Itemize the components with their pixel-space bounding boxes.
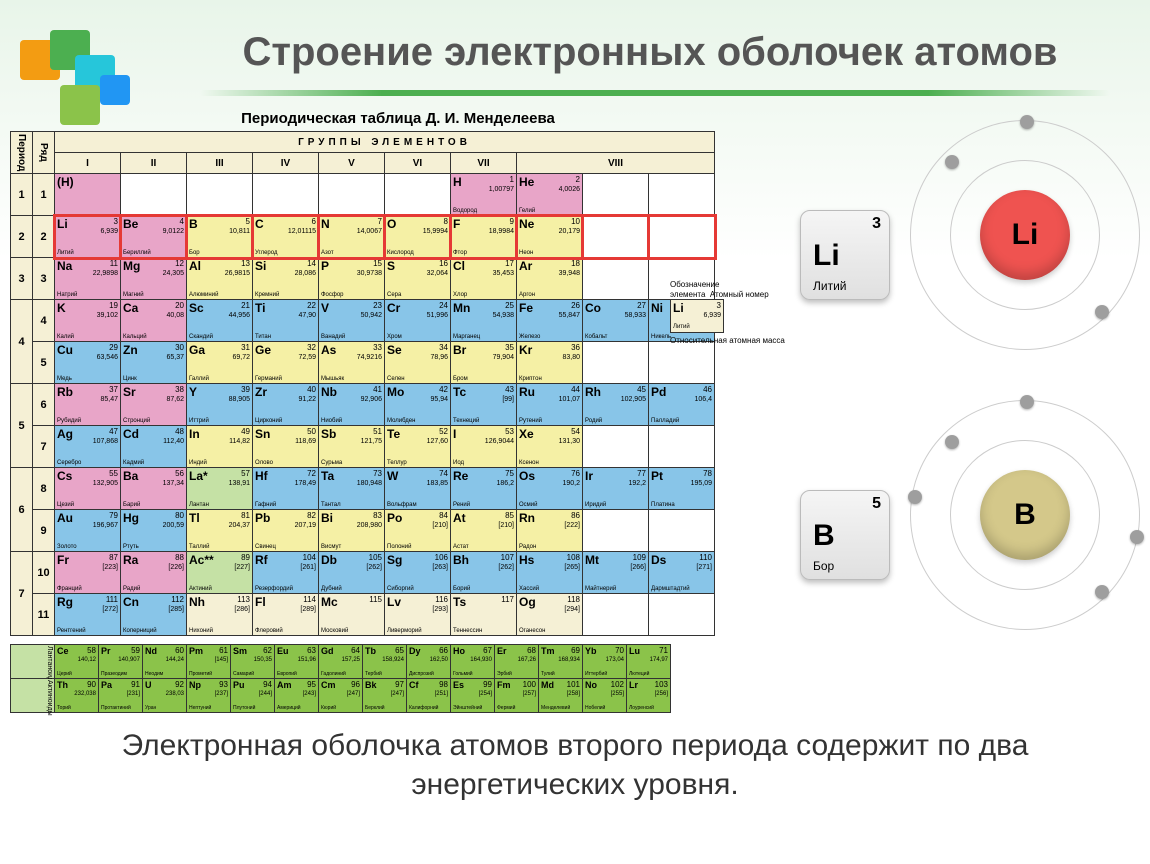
periodic-table: ПериодРядГРУППЫ ЭЛЕМЕНТОВIIIIIIIVVVIVIIV… <box>10 131 715 636</box>
pt-title: Периодическая таблица Д. И. Менделеева <box>10 110 786 127</box>
caption: Электронная оболочка атомов второго пери… <box>60 726 1090 804</box>
atom-panel: 3 Li Литий Li 5 B Бор B <box>800 110 1150 650</box>
lanthanide-table: ЛантаноидыCe58140,12ЦерийPr59140,907Праз… <box>10 644 671 713</box>
periodic-table-container: Периодическая таблица Д. И. Менделеева П… <box>10 110 786 713</box>
nucleus-li: Li <box>980 190 1070 280</box>
atom-diagram-li: Li <box>810 110 1130 360</box>
atom-diagram-b: B <box>810 390 1130 640</box>
title-underline <box>200 90 1110 96</box>
page-title: Строение электронных оболочек атомов <box>170 30 1130 75</box>
legend: Обозначение элемента Атомный номер Li 3 … <box>670 280 786 345</box>
nucleus-b: B <box>980 470 1070 560</box>
